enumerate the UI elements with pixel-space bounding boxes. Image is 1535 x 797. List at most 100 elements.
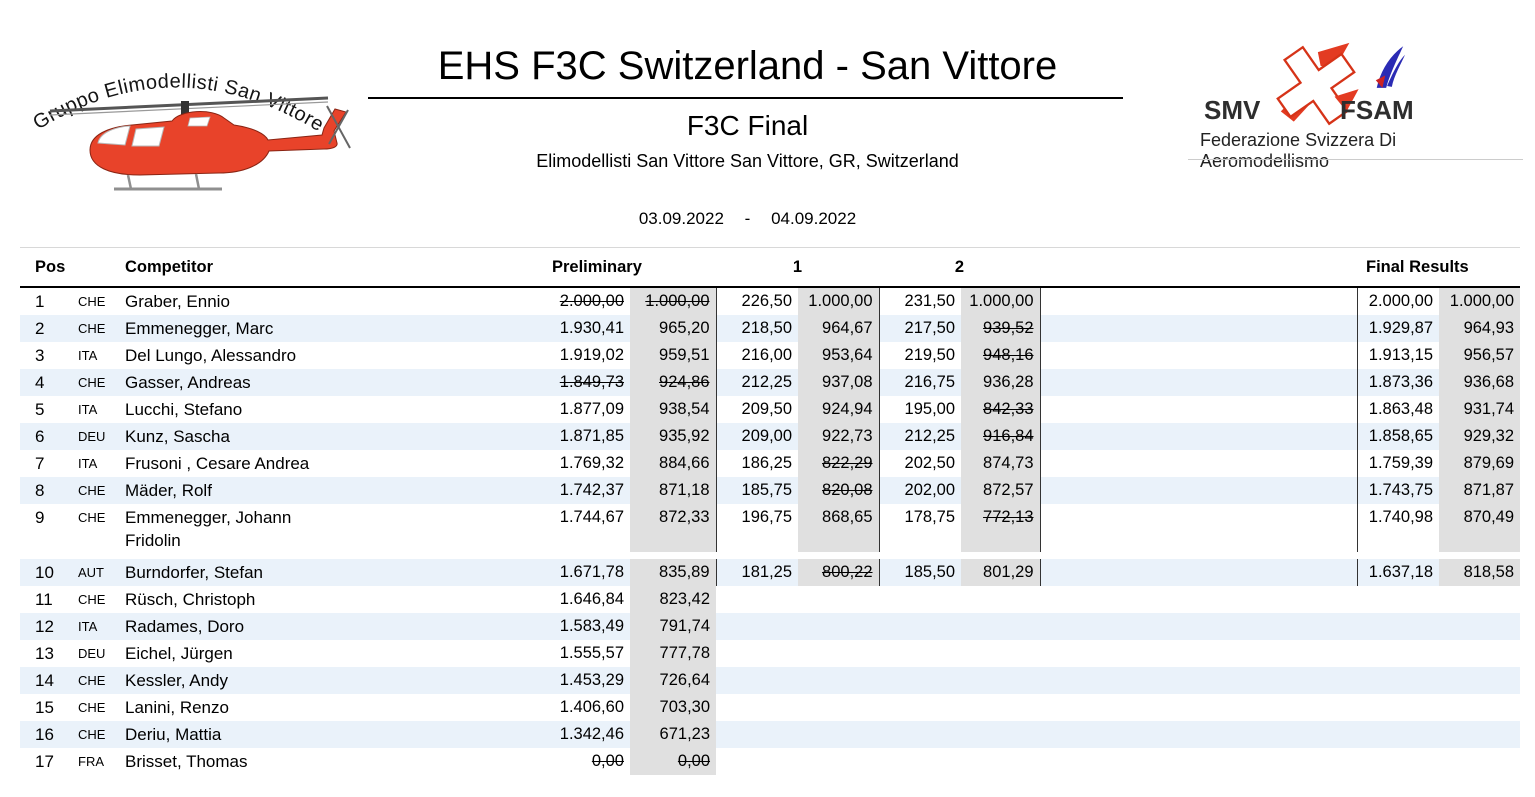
round2-score-cell: 212,25 bbox=[904, 427, 956, 445]
pos-cell: 12 bbox=[35, 617, 54, 636]
prelim-points-cell-struck-value: 1.000,00 bbox=[645, 292, 710, 310]
round1-score-cell: 196,75 bbox=[741, 508, 793, 526]
round2-score-cell bbox=[879, 721, 961, 748]
country-cell: ITA bbox=[78, 348, 98, 363]
round1-points-cell bbox=[798, 640, 879, 667]
final-points-cell bbox=[1439, 667, 1520, 694]
prelim-score-cell-struck-value: 2.000,00 bbox=[559, 292, 624, 310]
fsam-label: FSAM bbox=[1340, 95, 1414, 125]
club-logo: Gruppo Elimodellisti San Vittore bbox=[24, 38, 354, 203]
prelim-score-cell: 1.930,41 bbox=[559, 319, 624, 337]
round1-points-cell bbox=[798, 694, 879, 721]
round2-points-cell bbox=[961, 721, 1040, 748]
gap-cell bbox=[1040, 694, 1357, 721]
round1-points-cell: 937,08 bbox=[798, 369, 880, 396]
round1-points-cell bbox=[798, 613, 879, 640]
country-cell: AUT bbox=[78, 565, 104, 580]
round1-score-cell: 209,00 bbox=[741, 427, 793, 445]
pos-cell: 8 bbox=[35, 481, 45, 500]
final-score-cell bbox=[1357, 640, 1439, 667]
round1-score-cell bbox=[716, 667, 798, 694]
pos-cell: 16 bbox=[35, 725, 54, 744]
prelim-score-cell: 1.919,02 bbox=[559, 346, 624, 364]
gap-cell bbox=[1040, 504, 1357, 552]
round2-score-cell: 178,75 bbox=[904, 508, 956, 526]
round2-score-cell bbox=[879, 748, 961, 775]
round1-score-cell bbox=[716, 748, 798, 775]
pos-cell: 6 bbox=[35, 427, 45, 446]
round1-points-cell: 953,64 bbox=[798, 342, 880, 369]
table-row: 4 CHE Gasser, Andreas 1.849,73 924,86 212,25 9… bbox=[20, 369, 1521, 396]
name-cell: Deriu, Mattia bbox=[125, 725, 222, 744]
final-points-cell: 879,69 bbox=[1439, 450, 1521, 477]
gap-cell bbox=[1040, 559, 1357, 586]
name-cell: Brisset, Thomas bbox=[125, 752, 248, 771]
table-spacer-row bbox=[20, 552, 1520, 559]
col-country bbox=[65, 247, 115, 288]
table-row: 1 CHE Graber, Ennio 2.000,00 1.000,00 226,50 1… bbox=[20, 287, 1521, 315]
table-row: 6 DEU Kunz, Sascha 1.871,85 935,92 209,00 922,… bbox=[20, 423, 1521, 450]
pos-cell: 17 bbox=[35, 752, 54, 771]
col-competitor: Competitor bbox=[115, 247, 530, 288]
table-row: 17 FRA Brisset, Thomas 0,00 0,00 bbox=[20, 748, 1520, 775]
pos-cell: 15 bbox=[35, 698, 54, 717]
gap-cell bbox=[1040, 423, 1357, 450]
country-cell: CHE bbox=[78, 727, 106, 742]
gap-cell bbox=[1040, 613, 1357, 640]
gap-cell bbox=[1040, 450, 1357, 477]
final-points-cell bbox=[1439, 640, 1520, 667]
round1-score-cell: 226,50 bbox=[741, 292, 793, 310]
final-points-cell bbox=[1439, 586, 1520, 613]
round2-points-cell bbox=[961, 694, 1040, 721]
round2-score-cell: 202,50 bbox=[904, 454, 956, 472]
round2-score-cell bbox=[879, 586, 961, 613]
final-score-cell: 1.873,36 bbox=[1356, 369, 1440, 396]
round1-points-cell-struck-value: 800,22 bbox=[822, 563, 873, 581]
prelim-points-cell: 965,20 bbox=[630, 315, 717, 342]
prelim-points-cell: 835,89 bbox=[630, 559, 717, 586]
prelim-score-cell: 1.342,46 bbox=[559, 725, 624, 743]
federation-logo: SMV FSAM Federazione Svizzera Di Aeromod… bbox=[1188, 38, 1524, 171]
prelim-score-cell: 1.646,84 bbox=[559, 590, 624, 608]
final-score-cell bbox=[1357, 613, 1439, 640]
table-row: 2 CHE Emmenegger, Marc 1.930,41 965,20 218,50… bbox=[20, 315, 1521, 342]
round1-points-cell: 800,22 bbox=[798, 559, 880, 586]
table-header-row: Pos Competitor Preliminary 1 2 Final Res… bbox=[20, 247, 1521, 288]
prelim-score-cell: 1.744,67 bbox=[559, 508, 624, 526]
prelim-points-cell-struck-value: 0,00 bbox=[677, 752, 711, 770]
round2-score-cell bbox=[879, 694, 961, 721]
prelim-points-cell: 935,92 bbox=[630, 423, 717, 450]
round2-points-cell: 948,16 bbox=[961, 342, 1041, 369]
final-score-cell: 1.913,15 bbox=[1356, 342, 1440, 369]
round1-score-cell: 186,25 bbox=[741, 454, 793, 472]
table-row: 3 ITA Del Lungo, Alessandro 1.919,02 959,51 2… bbox=[20, 342, 1521, 369]
round1-points-cell: 822,29 bbox=[798, 450, 880, 477]
col-final-results: Final Results bbox=[1357, 247, 1521, 288]
round2-points-cell: 842,33 bbox=[961, 396, 1041, 423]
pos-cell: 11 bbox=[35, 590, 53, 609]
final-points-cell bbox=[1439, 694, 1520, 721]
gap-cell bbox=[1040, 748, 1357, 775]
prelim-points-cell: 703,30 bbox=[630, 694, 717, 721]
round1-score-cell: 212,25 bbox=[741, 373, 793, 391]
prelim-score-cell: 1.877,09 bbox=[559, 400, 624, 418]
round2-points-cell: 801,29 bbox=[961, 559, 1041, 586]
name-cell: Emmenegger, Johann Fridolin bbox=[125, 508, 292, 550]
final-points-cell: 1.000,00 bbox=[1439, 287, 1521, 315]
date-start: 03.09.2022 bbox=[638, 209, 724, 228]
gap-cell bbox=[1040, 667, 1357, 694]
round2-points-cell-struck-value: 939,52 bbox=[983, 319, 1034, 337]
round1-points-cell bbox=[798, 667, 879, 694]
country-cell: CHE bbox=[78, 294, 106, 309]
prelim-score-cell: 1.555,57 bbox=[559, 644, 624, 662]
prelim-points-cell: 924,86 bbox=[630, 369, 717, 396]
final-score-cell: 1.759,39 bbox=[1356, 450, 1440, 477]
final-points-cell: 870,49 bbox=[1439, 504, 1521, 552]
date-end: 04.09.2022 bbox=[771, 209, 857, 228]
name-cell: Kessler, Andy bbox=[125, 671, 229, 690]
country-cell: CHE bbox=[78, 321, 106, 336]
title-divider bbox=[368, 97, 1123, 99]
table-row: 11 CHE Rüsch, Christoph 1.646,84 823,42 bbox=[20, 586, 1520, 613]
prelim-score-cell: 1.871,85 bbox=[559, 427, 624, 445]
country-cell: ITA bbox=[78, 402, 98, 417]
